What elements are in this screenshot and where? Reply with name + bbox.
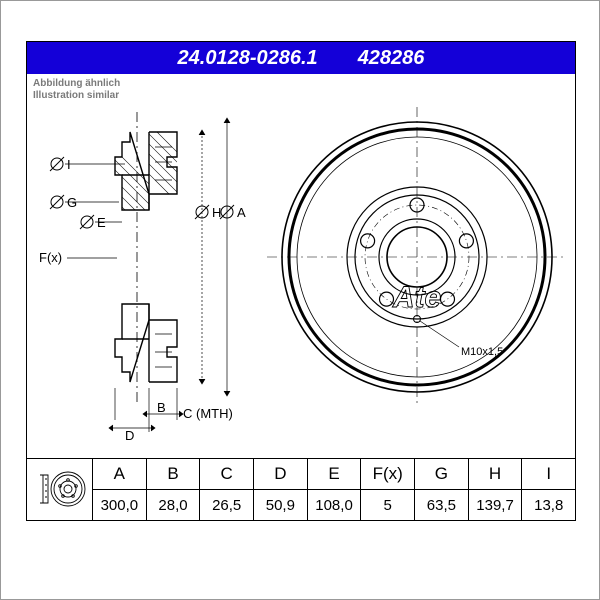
part-number: 24.0128-0286.1 <box>178 47 318 70</box>
dim-A-label: A <box>237 205 246 220</box>
col-B: B <box>147 459 201 489</box>
subtitle-en: Illustration similar <box>33 90 120 102</box>
dim-D: D <box>125 428 134 442</box>
dim-E-label: E <box>97 215 106 230</box>
val-B: 28,0 <box>147 490 201 520</box>
technical-diagram: I G E H A F(x) <box>27 102 575 442</box>
val-A: 300,0 <box>93 490 147 520</box>
spec-values: 300,0 28,0 26,5 50,9 108,0 5 63,5 139,7 … <box>27 490 575 520</box>
thread-label: M10x1,5 <box>461 346 503 358</box>
col-D: D <box>254 459 308 489</box>
col-F: F(x) <box>361 459 415 489</box>
disc-icon <box>32 461 88 517</box>
dim-C: C (MTH) <box>183 406 233 421</box>
col-H: H <box>469 459 523 489</box>
dim-G-label: G <box>67 195 77 210</box>
dim-F: F(x) <box>39 250 62 265</box>
col-I: I <box>522 459 575 489</box>
spec-header: A B C D E F(x) G H I <box>27 459 575 490</box>
header-bar: 24.0128-0286.1 428286 <box>27 42 575 74</box>
spec-table: A B C D E F(x) G H I 300,0 28,0 26,5 50,… <box>27 458 575 520</box>
brand-logo: Ate <box>392 281 441 314</box>
val-I: 13,8 <box>522 490 575 520</box>
col-C: C <box>200 459 254 489</box>
alt-number: 428286 <box>358 47 425 70</box>
val-C: 26,5 <box>200 490 254 520</box>
val-D: 50,9 <box>254 490 308 520</box>
subtitle-de: Abbildung ähnlich <box>33 78 120 90</box>
disc-icon-cell <box>27 459 93 519</box>
col-A: A <box>93 459 147 489</box>
val-E: 108,0 <box>308 490 362 520</box>
col-E: E <box>308 459 362 489</box>
dim-I-label: I <box>67 157 71 172</box>
val-F: 5 <box>361 490 415 520</box>
dim-B: B <box>157 400 166 415</box>
dim-H-label: H <box>212 205 221 220</box>
drawing-frame: 24.0128-0286.1 428286 Abbildung ähnlich … <box>26 41 576 521</box>
val-G: 63,5 <box>415 490 469 520</box>
col-G: G <box>415 459 469 489</box>
val-H: 139,7 <box>469 490 523 520</box>
subtitle: Abbildung ähnlich Illustration similar <box>33 78 120 102</box>
